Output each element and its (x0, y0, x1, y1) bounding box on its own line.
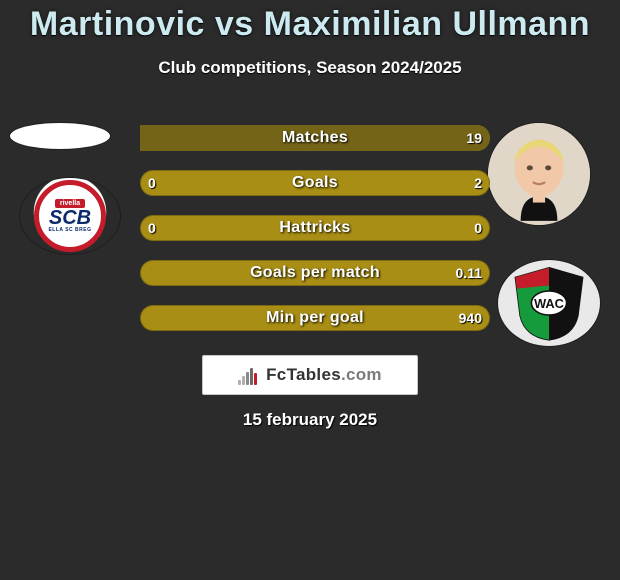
stat-bar: Min per goal940 (140, 305, 490, 331)
fctables-chart-icon (238, 365, 260, 385)
stat-value-right: 19 (466, 125, 482, 151)
stat-bars: Matches19Goals02Hattricks00Goals per mat… (140, 125, 490, 350)
stat-label: Goals per match (140, 260, 490, 286)
stat-bar: Matches19 (140, 125, 490, 151)
stat-value-right: 0 (474, 215, 482, 241)
player-face-icon (488, 123, 590, 225)
fctables-badge: FcTables.com (202, 355, 418, 395)
svg-text:WAC: WAC (534, 296, 564, 311)
fctables-text: FcTables.com (266, 365, 382, 385)
stat-bar: Goals per match0.11 (140, 260, 490, 286)
scb-sub: ELLA SC BREG (48, 227, 91, 233)
page-title: Martinovic vs Maximilian Ullmann (0, 0, 620, 44)
player-right-avatar (488, 123, 590, 225)
page-subtitle: Club competitions, Season 2024/2025 (0, 58, 620, 78)
team-left-badge: rivella SCB ELLA SC BREG (20, 178, 120, 254)
stat-label: Matches (140, 125, 490, 151)
stat-label: Hattricks (140, 215, 490, 241)
stat-value-right: 2 (474, 170, 482, 196)
stat-value-right: 0.11 (456, 260, 482, 286)
stat-value-right: 940 (459, 305, 482, 331)
player-left-avatar (10, 123, 110, 149)
team-right-badge: WAC (498, 260, 600, 346)
scb-badge: rivella SCB ELLA SC BREG (34, 180, 106, 252)
stat-bar: Hattricks0 0 (140, 215, 490, 241)
stat-label: Min per goal (140, 305, 490, 331)
stat-value-left: 0 (148, 215, 156, 241)
stat-label: Goals (140, 170, 490, 196)
scb-text: SCB (49, 209, 91, 227)
stat-bar: Goals0 2 (140, 170, 490, 196)
date-text: 15 february 2025 (0, 410, 620, 430)
wac-badge-icon: WAC (506, 263, 592, 343)
stat-value-left: 0 (148, 170, 156, 196)
